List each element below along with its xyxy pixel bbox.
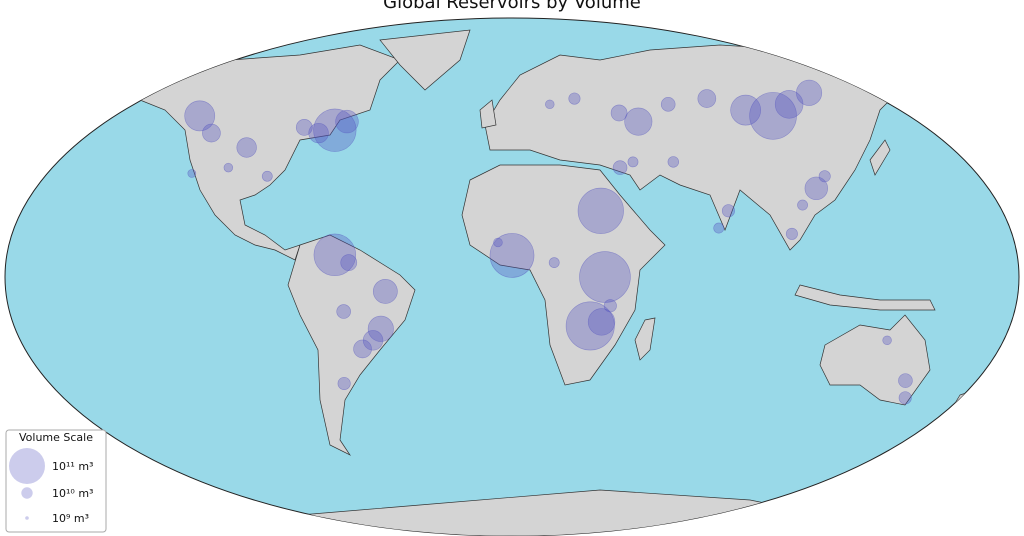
- reservoir-bubble: [295, 119, 313, 136]
- reservoir-bubble: [577, 187, 624, 234]
- reservoir-bubble: [372, 279, 398, 304]
- legend-box: [5, 429, 107, 533]
- reservoir-bubble: [610, 104, 628, 122]
- reservoir-bubble: [898, 373, 913, 388]
- legend-bubble: [21, 487, 33, 499]
- reservoir-bubble: [624, 107, 653, 136]
- reservoir-bubble: [493, 237, 503, 248]
- reservoir-bubble: [545, 99, 555, 110]
- reservoir-bubble: [697, 89, 717, 108]
- reservoir-bubble: [660, 97, 676, 112]
- uk: [479, 99, 497, 129]
- legend-items: 10¹¹ m³ 10¹⁰ m³ 10⁹ m³: [9, 448, 93, 525]
- reservoir-bubble: [367, 315, 394, 342]
- reservoir-bubble: [340, 254, 358, 271]
- legend-label: 10⁹ m³: [52, 512, 89, 525]
- reservoir-bubble: [548, 257, 560, 269]
- reservoir-bubble: [223, 162, 234, 173]
- legend-label: 10¹⁰ m³: [52, 487, 93, 500]
- reservoir-bubble: [579, 251, 631, 303]
- legend-bubble: [9, 448, 45, 484]
- reservoir-bubble: [313, 233, 357, 277]
- australia: [819, 314, 931, 406]
- legend-label: 10¹¹ m³: [52, 460, 93, 473]
- reservoir-bubble: [713, 222, 725, 234]
- south-america: [287, 234, 416, 456]
- reservoir-bubble: [667, 156, 680, 168]
- legend-bubble: [25, 516, 29, 520]
- reservoir-bubble: [796, 79, 823, 106]
- legend: Volume Scale 10¹¹ m³ 10¹⁰ m³ 10⁹ m³: [5, 429, 107, 533]
- reservoir-bubble: [818, 170, 831, 183]
- reservoir-bubble: [335, 109, 359, 134]
- reservoir-bubble: [308, 122, 329, 144]
- reservoir-bubble: [353, 339, 372, 359]
- reservoir-bubble: [202, 123, 221, 143]
- reservoir-bubble: [612, 160, 628, 175]
- reservoir-bubble: [568, 92, 581, 105]
- legend-title: Volume Scale: [19, 431, 93, 444]
- reservoir-bubble: [362, 330, 384, 351]
- land: [109, 29, 976, 536]
- reservoir-bubble: [603, 299, 617, 313]
- reservoir-bubble: [785, 227, 798, 240]
- reservoir-bubble: [336, 304, 351, 319]
- reservoir-bubble: [236, 137, 257, 158]
- reservoir-bubble: [804, 176, 828, 201]
- reservoir-bubble: [721, 204, 735, 218]
- reservoir-bubble: [730, 94, 762, 126]
- japan: [869, 139, 891, 176]
- reservoir-bubble: [187, 169, 197, 178]
- reservoir-bubble: [337, 376, 351, 391]
- reservoir-bubble: [797, 199, 808, 211]
- reservoirs: [184, 79, 913, 405]
- greenland: [379, 29, 471, 91]
- reservoir-bubble: [882, 335, 892, 346]
- reservoir-bubble: [184, 100, 216, 132]
- map-title: Global Reservoirs by Volume: [383, 0, 641, 13]
- reservoir-bubble: [261, 170, 273, 182]
- reservoir-bubble: [489, 233, 535, 278]
- reservoir-bubble: [587, 308, 616, 336]
- indonesia: [794, 284, 936, 311]
- reservoir-bubble: [627, 156, 639, 168]
- reservoir-bubble: [898, 391, 912, 405]
- madagascar: [634, 317, 656, 361]
- eurasia: [484, 44, 901, 251]
